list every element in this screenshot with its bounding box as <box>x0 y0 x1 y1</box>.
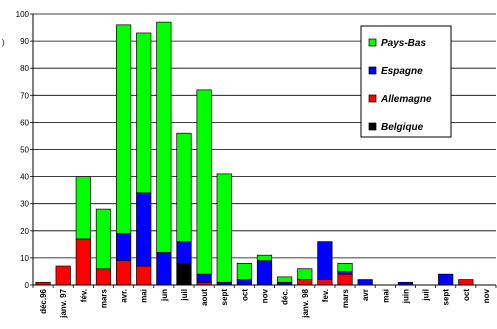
x-tick-label: avr <box>361 289 370 301</box>
bar-segment-pays-bas <box>256 254 273 261</box>
bar-segment-allemagne <box>75 238 91 286</box>
bar-segment-espagne <box>317 241 333 280</box>
bar-segment-espagne <box>196 273 212 283</box>
bar-segment-espagne <box>236 279 252 286</box>
x-tick-label: fév. <box>79 289 88 302</box>
bar-segment-pays-bas <box>337 262 353 272</box>
y-tick-label: 20 <box>20 227 29 236</box>
x-tick-label: juin <box>401 289 410 304</box>
bar-segment-allemagne <box>115 260 132 286</box>
x-tick-label: nov <box>261 288 270 303</box>
y-tick-label: 50 <box>20 146 29 155</box>
bar-segment-pays-bas <box>277 276 293 283</box>
bar-segment-allemagne <box>136 265 152 286</box>
bar-segment-pays-bas <box>236 262 252 280</box>
legend-label: Allemagne <box>380 94 432 105</box>
legend-swatch <box>368 66 377 75</box>
y-tick-label: 0 <box>25 281 30 290</box>
y-tick-label: 10 <box>20 254 29 263</box>
bar-segment-pays-bas <box>136 32 152 194</box>
x-tick-label: janv. 98 <box>301 288 310 318</box>
bar-segment-espagne <box>256 260 273 286</box>
x-tick-label: déc.96 <box>39 288 48 313</box>
x-tick-label: jun <box>160 289 169 302</box>
x-tick-label: mars <box>99 288 108 308</box>
bar-segment-pays-bas <box>115 24 132 234</box>
x-tick-label: oct <box>462 289 471 301</box>
x-axis-ticks: déc.96 janv. 97 fév. mars avr. mai jun juil aout… <box>32 285 497 319</box>
bar-segment-pays-bas <box>176 132 192 242</box>
bar-segment-pays-bas <box>297 268 313 280</box>
y-axis-ticks: 0 10 20 30 40 50 60 70 80 90 100 <box>16 10 33 290</box>
bar-segment-espagne <box>115 233 132 261</box>
x-tick-label: aout <box>200 289 209 306</box>
y-tick-label: 30 <box>20 200 29 209</box>
legend: Pays-Bas Espagne Allemagne Belgique <box>360 25 452 138</box>
x-tick-label: avr. <box>120 289 129 303</box>
bar-segment-allemagne <box>337 273 353 286</box>
legend-swatch <box>368 94 377 103</box>
bar-segment-pays-bas <box>95 208 112 270</box>
bar-segment-allemagne <box>297 279 313 286</box>
x-tick-label: mars <box>341 288 350 308</box>
y-tick-label: 40 <box>20 173 29 182</box>
bar-segment-belgique <box>176 262 192 286</box>
y-tick-label: 90 <box>20 37 29 46</box>
x-tick-label: juil <box>180 289 189 302</box>
x-tick-label: juil <box>422 289 431 302</box>
y-tick-label: 60 <box>20 118 29 127</box>
bar-segment-allemagne <box>317 279 333 286</box>
x-tick-label: sept <box>442 289 451 306</box>
bar-segment-espagne <box>337 271 353 275</box>
legend-swatch <box>368 122 377 131</box>
y-tick-label: 100 <box>16 10 30 19</box>
legend-swatch <box>368 38 377 47</box>
bar-segment-pays-bas <box>75 176 91 240</box>
bar-segment-espagne <box>176 241 192 264</box>
x-tick-label: fev. <box>321 289 330 302</box>
legend-label: Espagne <box>381 66 423 77</box>
x-tick-label: janv. 97 <box>59 288 68 318</box>
legend-label: Pays-Bas <box>381 38 426 49</box>
clipped-text-fragment: ) <box>2 38 5 47</box>
bar-segment-pays-bas <box>216 173 232 283</box>
bar-segment-espagne <box>136 192 152 267</box>
bars <box>35 21 474 286</box>
bar-segment-pays-bas <box>156 21 172 253</box>
bar-segment-pays-bas <box>196 89 212 275</box>
bar-segment-espagne <box>357 279 373 286</box>
bar-segment-allemagne <box>458 279 474 286</box>
bar-segment-espagne <box>438 273 454 286</box>
x-tick-label: mai <box>140 289 149 303</box>
y-tick-label: 80 <box>20 64 29 73</box>
legend-label: Belgique <box>381 122 424 133</box>
x-tick-label: sept <box>220 289 229 306</box>
x-tick-label: nov <box>482 288 491 303</box>
bar-segment-espagne <box>156 252 172 286</box>
x-tick-label: mai <box>381 289 390 303</box>
x-tick-label: déc. <box>281 289 290 305</box>
x-tick-label: oct <box>240 289 249 301</box>
bar-segment-allemagne <box>95 268 112 286</box>
y-tick-label: 70 <box>20 91 29 100</box>
bar-segment-allemagne <box>55 265 71 286</box>
